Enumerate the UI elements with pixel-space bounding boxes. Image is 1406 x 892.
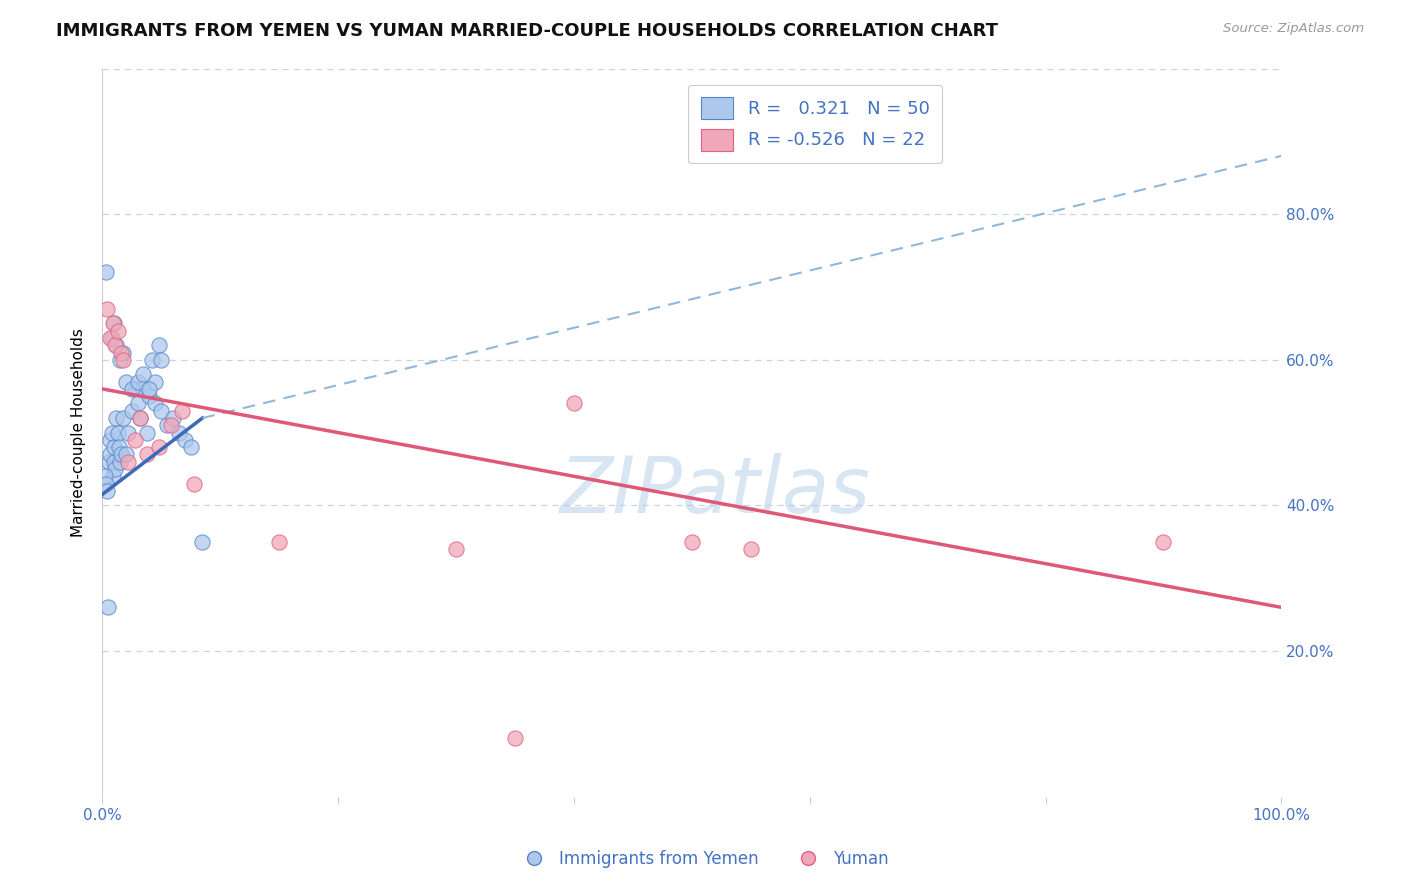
Point bbox=[143, 375, 166, 389]
Point bbox=[740, 542, 762, 557]
Point bbox=[121, 382, 143, 396]
Point bbox=[94, 476, 117, 491]
Point bbox=[114, 375, 136, 389]
Point bbox=[110, 447, 132, 461]
Point bbox=[129, 411, 152, 425]
Point bbox=[101, 317, 124, 331]
Point bbox=[104, 462, 127, 476]
Point bbox=[159, 418, 181, 433]
Point bbox=[108, 455, 131, 469]
Point bbox=[93, 469, 115, 483]
Text: ZIPatlas: ZIPatlas bbox=[560, 453, 870, 529]
Point bbox=[183, 476, 205, 491]
Text: IMMIGRANTS FROM YEMEN VS YUMAN MARRIED-COUPLE HOUSEHOLDS CORRELATION CHART: IMMIGRANTS FROM YEMEN VS YUMAN MARRIED-C… bbox=[56, 22, 998, 40]
Point bbox=[100, 331, 122, 345]
Point bbox=[562, 396, 585, 410]
Point bbox=[148, 338, 170, 352]
Point bbox=[148, 440, 170, 454]
Point bbox=[167, 425, 190, 440]
Point bbox=[121, 403, 143, 417]
Point bbox=[97, 600, 120, 615]
Point bbox=[107, 440, 129, 454]
Point bbox=[104, 338, 127, 352]
Point bbox=[100, 433, 122, 447]
Point bbox=[117, 455, 139, 469]
Point bbox=[503, 731, 526, 746]
Point bbox=[110, 345, 132, 359]
Point bbox=[191, 534, 214, 549]
Point bbox=[150, 352, 173, 367]
Point bbox=[136, 425, 159, 440]
Point bbox=[124, 382, 146, 396]
Point bbox=[103, 455, 125, 469]
Point bbox=[112, 411, 135, 425]
Point bbox=[114, 447, 136, 461]
Point bbox=[112, 352, 135, 367]
Point bbox=[132, 382, 155, 396]
Point bbox=[141, 352, 163, 367]
Point bbox=[444, 542, 467, 557]
Point bbox=[112, 345, 135, 359]
Point bbox=[100, 331, 122, 345]
Point bbox=[103, 440, 125, 454]
Point bbox=[136, 447, 159, 461]
Legend: R =   0.321   N = 50, R = -0.526   N = 22: R = 0.321 N = 50, R = -0.526 N = 22 bbox=[688, 85, 942, 163]
Point bbox=[156, 418, 179, 433]
Point bbox=[117, 425, 139, 440]
Point bbox=[127, 396, 149, 410]
Point bbox=[1153, 534, 1175, 549]
Point bbox=[162, 411, 184, 425]
Point bbox=[101, 469, 124, 483]
Point bbox=[105, 338, 128, 352]
Point bbox=[173, 433, 195, 447]
Point bbox=[138, 389, 160, 403]
Point bbox=[100, 447, 122, 461]
Point bbox=[127, 375, 149, 389]
Point bbox=[129, 411, 152, 425]
Point bbox=[103, 317, 125, 331]
Point bbox=[143, 396, 166, 410]
Point bbox=[172, 403, 194, 417]
Point bbox=[180, 440, 202, 454]
Point bbox=[267, 534, 290, 549]
Point bbox=[100, 425, 122, 440]
Point bbox=[108, 352, 131, 367]
Point bbox=[107, 425, 129, 440]
Point bbox=[105, 411, 128, 425]
Point bbox=[107, 324, 129, 338]
Y-axis label: Married-couple Households: Married-couple Households bbox=[72, 328, 86, 537]
Point bbox=[94, 265, 117, 279]
Point bbox=[138, 382, 160, 396]
Point bbox=[96, 301, 118, 316]
Point bbox=[132, 368, 155, 382]
Point bbox=[98, 455, 121, 469]
Point bbox=[681, 534, 703, 549]
Point bbox=[150, 403, 173, 417]
Point bbox=[124, 433, 146, 447]
Text: Source: ZipAtlas.com: Source: ZipAtlas.com bbox=[1223, 22, 1364, 36]
Legend: Immigrants from Yemen, Yuman: Immigrants from Yemen, Yuman bbox=[510, 844, 896, 875]
Point bbox=[96, 483, 118, 498]
